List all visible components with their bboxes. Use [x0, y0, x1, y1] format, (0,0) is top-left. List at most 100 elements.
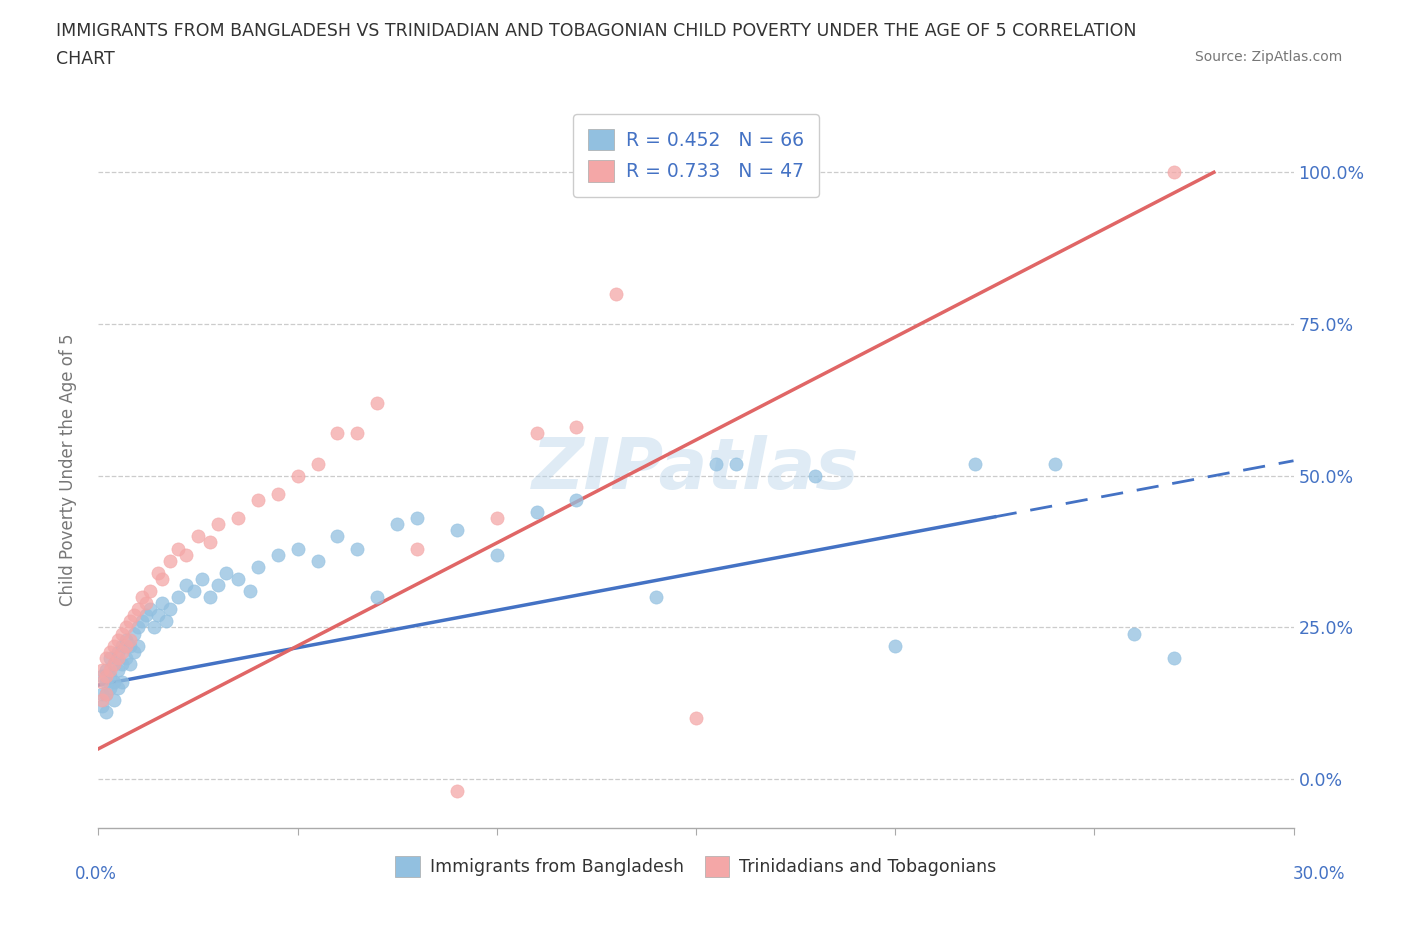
Point [96, 686, 118, 701]
Point [131, 590, 153, 604]
Point [103, 657, 125, 671]
Point [167, 590, 190, 604]
Point [124, 626, 146, 641]
Point [226, 511, 249, 525]
Point [326, 529, 349, 544]
Point [111, 657, 134, 671]
Point [155, 614, 177, 629]
Point [159, 553, 181, 568]
Point [96, 705, 118, 720]
Point [267, 547, 290, 562]
Point [98, 669, 122, 684]
Point [346, 426, 368, 441]
Point [307, 553, 329, 568]
Point [207, 517, 229, 532]
Point [645, 590, 668, 604]
Point [111, 674, 134, 689]
Point [91, 698, 114, 713]
Point [103, 674, 125, 689]
Point [724, 456, 747, 471]
Point [115, 650, 138, 665]
Point [226, 571, 249, 586]
Point [143, 620, 166, 635]
Point [120, 614, 142, 629]
Point [1123, 626, 1146, 641]
Point [91, 693, 114, 708]
Point [326, 426, 349, 441]
Text: Source: ZipAtlas.com: Source: ZipAtlas.com [1195, 50, 1343, 64]
Point [111, 638, 134, 653]
Point [91, 669, 114, 684]
Point [366, 590, 388, 604]
Point [406, 511, 429, 525]
Point [139, 602, 162, 617]
Point [127, 638, 149, 653]
Point [96, 650, 118, 665]
Point [685, 711, 707, 726]
Point [135, 596, 157, 611]
Point [246, 559, 269, 574]
Y-axis label: Child Poverty Under the Age of 5: Child Poverty Under the Age of 5 [59, 333, 77, 606]
Point [135, 608, 157, 623]
Point [127, 620, 149, 635]
Point [287, 469, 309, 484]
Point [485, 547, 508, 562]
Point [96, 662, 118, 677]
Point [605, 286, 627, 301]
Point [1163, 650, 1185, 665]
Point [120, 657, 142, 671]
Point [804, 469, 827, 484]
Point [124, 644, 146, 659]
Legend: Immigrants from Bangladesh, Trinidadians and Tobagonians: Immigrants from Bangladesh, Trinidadians… [388, 849, 1004, 884]
Point [385, 517, 409, 532]
Point [98, 681, 122, 696]
Point [111, 626, 134, 641]
Point [198, 535, 221, 550]
Point [148, 608, 170, 623]
Point [115, 632, 138, 647]
Point [307, 456, 329, 471]
Point [107, 650, 129, 665]
Point [127, 602, 149, 617]
Point [124, 608, 146, 623]
Point [446, 523, 468, 538]
Point [1043, 456, 1066, 471]
Point [103, 638, 125, 653]
Point [346, 541, 368, 556]
Point [287, 541, 309, 556]
Point [115, 620, 138, 635]
Point [120, 638, 142, 653]
Point [150, 571, 173, 586]
Point [98, 662, 122, 677]
Point [884, 638, 907, 653]
Point [107, 644, 129, 659]
Point [139, 584, 162, 599]
Point [150, 596, 173, 611]
Point [267, 486, 290, 501]
Point [131, 614, 153, 629]
Point [111, 644, 134, 659]
Point [215, 565, 238, 580]
Point [485, 511, 508, 525]
Point [1163, 165, 1185, 179]
Text: CHART: CHART [56, 50, 115, 68]
Text: ZIPatlas: ZIPatlas [533, 435, 859, 504]
Point [366, 395, 388, 410]
Point [446, 784, 468, 799]
Point [115, 638, 138, 653]
Point [406, 541, 429, 556]
Point [187, 529, 209, 544]
Point [120, 632, 142, 647]
Point [239, 584, 262, 599]
Point [103, 693, 125, 708]
Point [91, 674, 114, 689]
Point [174, 578, 197, 592]
Point [98, 650, 122, 665]
Point [159, 602, 181, 617]
Point [183, 584, 205, 599]
Point [565, 493, 588, 508]
Point [103, 657, 125, 671]
Point [107, 681, 129, 696]
Point [107, 662, 129, 677]
Point [167, 541, 190, 556]
